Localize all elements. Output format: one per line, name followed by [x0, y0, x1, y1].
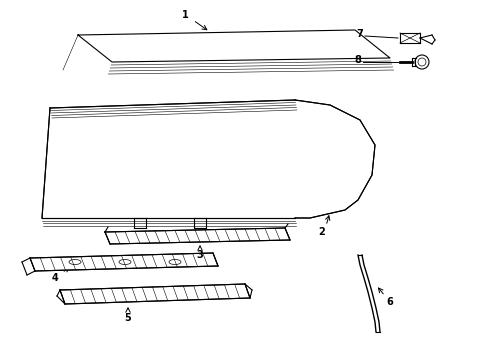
Text: 4: 4	[52, 273, 58, 283]
Polygon shape	[105, 228, 289, 244]
Polygon shape	[60, 284, 249, 304]
Text: 2: 2	[318, 227, 325, 237]
Text: 7: 7	[356, 29, 363, 39]
Polygon shape	[30, 253, 218, 271]
Text: 8: 8	[354, 55, 361, 65]
Polygon shape	[42, 100, 374, 218]
Polygon shape	[78, 30, 389, 62]
Text: 6: 6	[386, 297, 392, 307]
Text: 5: 5	[124, 313, 131, 323]
Text: 1: 1	[181, 10, 188, 20]
Text: 3: 3	[196, 250, 203, 260]
